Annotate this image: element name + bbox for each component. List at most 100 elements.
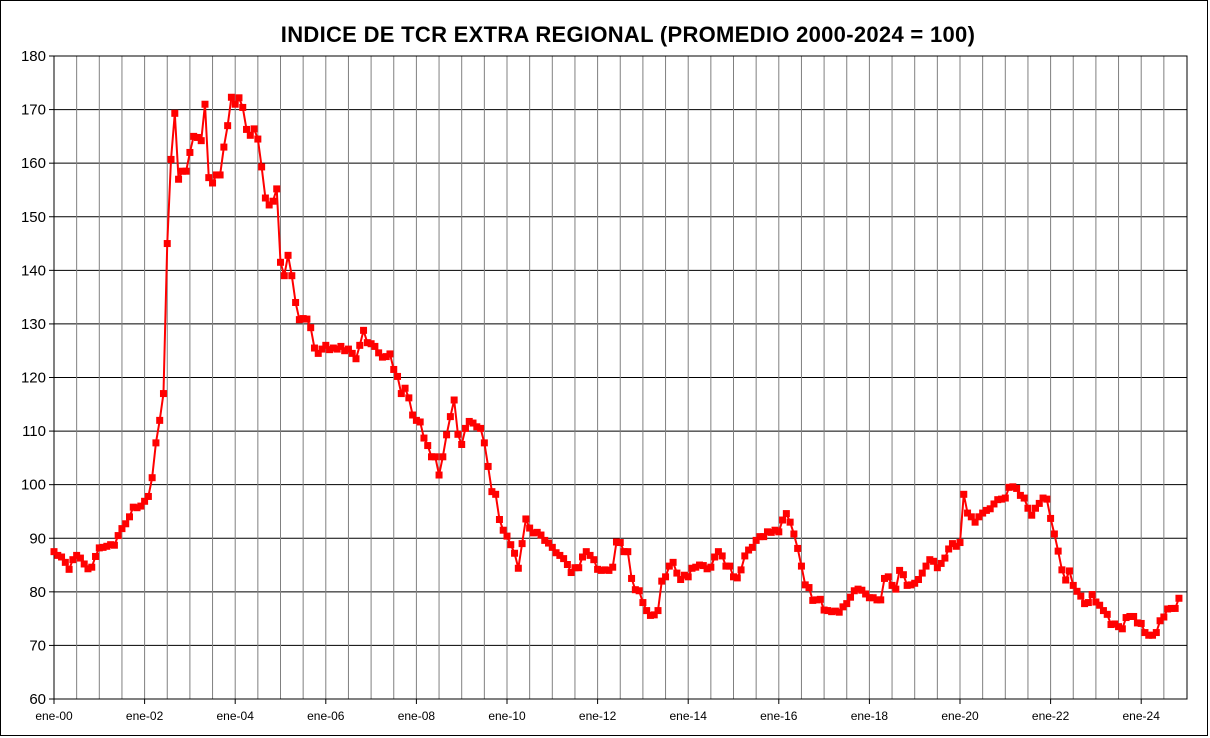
- data-point: [428, 453, 435, 461]
- data-point: [254, 135, 262, 143]
- data-point: [499, 526, 507, 534]
- data-point: [1077, 592, 1085, 600]
- data-point: [80, 560, 88, 568]
- data-point: [775, 528, 783, 536]
- data-point: [269, 197, 277, 205]
- data-point: [903, 581, 911, 589]
- data-point: [1145, 631, 1153, 639]
- data-point: [114, 532, 122, 540]
- data-point: [58, 553, 66, 561]
- data-point: [1081, 600, 1089, 608]
- data-point: [1001, 494, 1009, 502]
- data-point: [707, 563, 715, 571]
- data-point: [265, 201, 273, 209]
- data-point: [1171, 604, 1179, 612]
- data-point: [133, 504, 141, 512]
- data-point: [473, 423, 481, 431]
- data-point: [1058, 566, 1066, 574]
- data-point: [748, 543, 756, 551]
- data-point: [137, 502, 145, 510]
- data-point: [416, 418, 424, 426]
- data-point: [948, 540, 956, 548]
- data-point: [1126, 612, 1134, 620]
- data-point: [480, 439, 488, 447]
- data-point: [401, 384, 409, 392]
- data-point: [1137, 619, 1145, 627]
- data-point: [144, 492, 152, 500]
- data-point: [288, 272, 296, 280]
- data-point: [605, 566, 613, 574]
- data-point: [730, 573, 737, 581]
- data-point: [458, 440, 466, 448]
- data-point: [737, 566, 745, 574]
- data-point: [722, 562, 730, 570]
- data-point: [971, 518, 979, 526]
- data-point: [612, 538, 620, 546]
- data-point: [382, 353, 390, 361]
- data-point: [884, 573, 892, 581]
- data-point: [439, 453, 447, 461]
- data-point: [1039, 494, 1047, 502]
- data-point: [273, 185, 281, 193]
- data-point: [620, 548, 628, 556]
- data-point: [1149, 631, 1157, 639]
- data-point: [190, 132, 198, 140]
- data-point: [760, 533, 768, 541]
- data-point: [348, 349, 356, 357]
- data-point: [54, 551, 62, 559]
- data-point: [450, 396, 458, 404]
- data-point: [930, 557, 938, 565]
- data-point: [1043, 495, 1051, 503]
- data-point: [280, 272, 288, 280]
- data-point: [839, 603, 847, 611]
- data-point: [990, 500, 998, 508]
- data-point: [1092, 598, 1100, 606]
- data-point: [518, 540, 526, 548]
- data-point: [982, 506, 990, 514]
- data-point: [594, 565, 602, 573]
- data-point: [397, 390, 405, 398]
- x-tick-label: ene-18: [851, 709, 889, 723]
- data-point: [922, 562, 930, 570]
- data-point: [590, 556, 598, 564]
- data-point: [344, 345, 352, 353]
- data-point: [975, 513, 983, 521]
- data-point: [69, 556, 77, 564]
- data-point: [193, 133, 201, 141]
- data-point: [646, 611, 654, 619]
- data-point: [616, 539, 624, 547]
- data-point: [914, 576, 922, 584]
- y-tick-label: 170: [21, 102, 46, 119]
- data-point: [95, 544, 103, 552]
- data-point: [752, 536, 760, 544]
- data-point: [816, 595, 824, 603]
- data-point: [1107, 621, 1115, 629]
- y-tick-label: 160: [21, 155, 46, 172]
- data-point: [699, 562, 707, 570]
- data-point: [858, 586, 866, 594]
- data-point: [1152, 629, 1160, 637]
- data-point: [250, 125, 258, 133]
- data-point: [643, 607, 651, 615]
- data-point: [186, 148, 194, 156]
- data-point: [601, 566, 609, 574]
- y-tick-label: 80: [29, 584, 46, 601]
- data-point: [318, 345, 326, 353]
- data-point: [163, 240, 171, 248]
- data-point: [899, 571, 907, 579]
- data-point: [586, 551, 594, 559]
- data-point: [1050, 530, 1058, 538]
- data-point: [1167, 604, 1175, 612]
- y-tick-label: 180: [21, 48, 46, 65]
- data-point: [65, 565, 73, 573]
- data-point: [171, 109, 179, 117]
- data-point: [813, 596, 821, 604]
- data-point: [918, 569, 926, 577]
- y-tick-label: 130: [21, 316, 46, 333]
- data-point: [367, 340, 375, 348]
- data-point: [360, 326, 368, 334]
- data-point: [1062, 576, 1070, 584]
- x-tick-label: ene-20: [941, 709, 979, 723]
